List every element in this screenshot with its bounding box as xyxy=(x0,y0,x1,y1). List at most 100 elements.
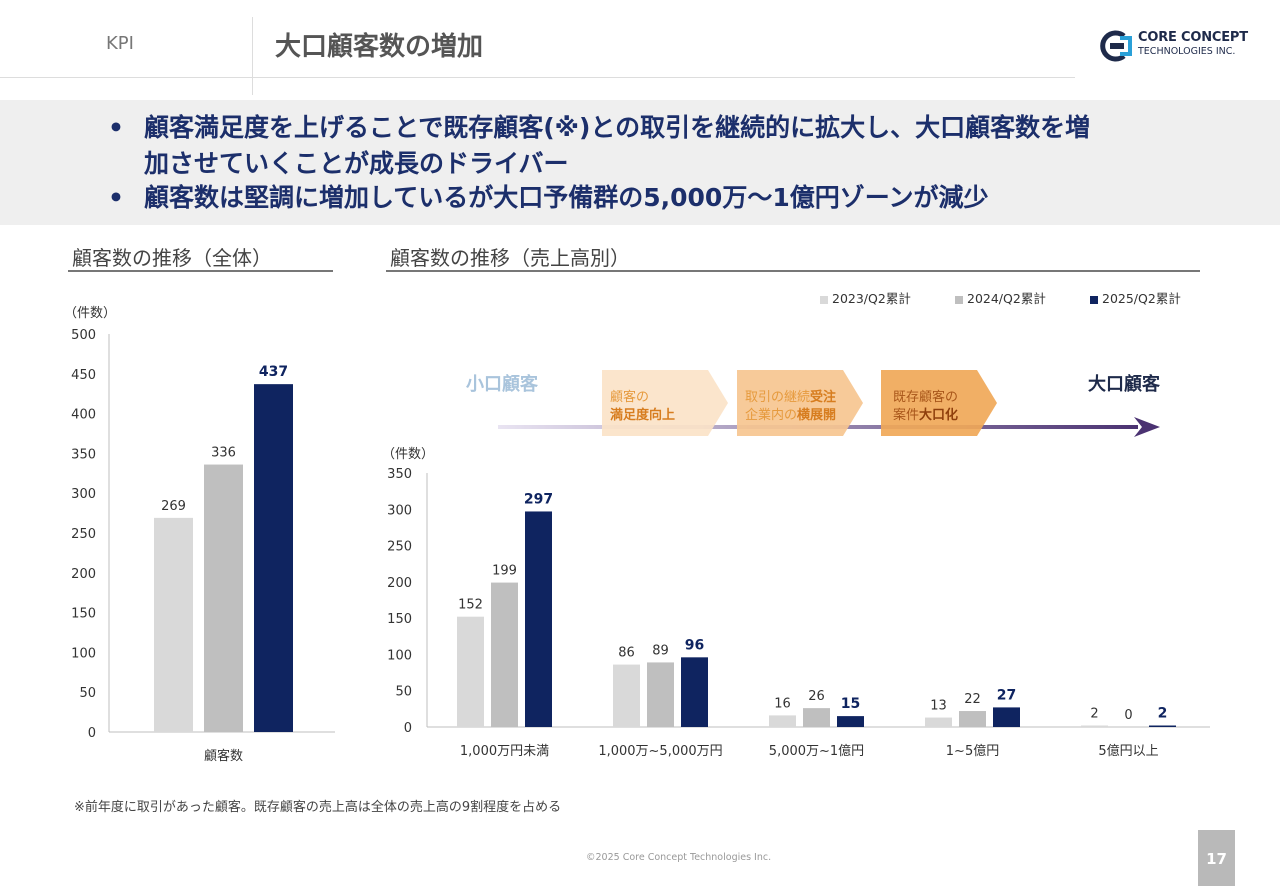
bullet-dot-icon: • xyxy=(108,183,124,212)
copyright: ©2025 Core Concept Technologies Inc. xyxy=(586,852,772,863)
bar-2 xyxy=(204,464,243,732)
section-label: KPI xyxy=(106,33,134,54)
bar-1 xyxy=(925,717,952,727)
step-2-line2a: 企業内の xyxy=(745,408,798,423)
data-label: 86 xyxy=(618,646,635,661)
data-label: 13 xyxy=(930,699,947,714)
data-label: 96 xyxy=(685,637,704,653)
data-label: 27 xyxy=(997,687,1016,703)
step-1-line1: 顧客の xyxy=(610,390,650,405)
legend-label: 2024/Q2累計 xyxy=(967,291,1046,306)
bullet-2-line1: 顧客数は堅調に増加しているが大口予備群の5,000万～1億円ゾーンが減少 xyxy=(144,183,989,212)
x-category-label: 5,000万~1億円 xyxy=(769,743,864,759)
header-underline xyxy=(0,77,1075,78)
logo-text-line1: CORE CONCEPT xyxy=(1138,30,1248,45)
x-category-label: 1,000万円未満 xyxy=(460,744,549,759)
bar-3 xyxy=(1149,725,1176,727)
left-section-title: 顧客数の推移（全体） xyxy=(72,246,272,270)
bar-1 xyxy=(769,715,796,727)
y-tick-label: 200 xyxy=(71,567,96,582)
y-tick-label: 350 xyxy=(387,467,412,482)
header-separator xyxy=(252,17,253,95)
page-number-box: 17 xyxy=(1198,830,1235,886)
right-section-title: 顧客数の推移（売上高別） xyxy=(390,246,630,270)
y-tick-label: 250 xyxy=(387,540,412,555)
y-axis-unit-label: （件数） xyxy=(64,306,116,321)
legend-item-2023: 2023/Q2累計 xyxy=(820,288,911,307)
bullet-1-line1: 顧客満足度を上げることで既存顧客(※)との取引を継続的に拡大し、大口顧客数を増 xyxy=(144,113,1091,142)
y-tick-label: 0 xyxy=(88,726,96,741)
bar-3 xyxy=(837,716,864,727)
large-customer-label: 大口顧客 xyxy=(1088,374,1160,395)
bar-2 xyxy=(647,662,674,727)
bar-3 xyxy=(993,707,1020,727)
y-tick-label: 200 xyxy=(387,576,412,591)
step-1-line2: 満足度向上 xyxy=(610,408,676,423)
x-category-label: 1,000万~5,000万円 xyxy=(598,744,722,759)
step-2-line2b: 横展開 xyxy=(797,408,837,423)
data-label: 199 xyxy=(492,564,517,579)
y-tick-label: 0 xyxy=(404,721,412,736)
summary-banner xyxy=(0,100,1280,225)
step-3-text: 既存顧客の 案件大口化 xyxy=(893,389,958,425)
bar-2 xyxy=(959,711,986,727)
data-label: 437 xyxy=(259,364,288,380)
step-2-text: 取引の継続受注 企業内の横展開 xyxy=(745,389,836,425)
step-1-text: 顧客の 満足度向上 xyxy=(610,389,675,425)
x-category-label: 1~5億円 xyxy=(946,743,999,759)
bar-1 xyxy=(154,517,193,732)
y-tick-label: 150 xyxy=(387,612,412,627)
data-label: 22 xyxy=(964,692,981,707)
data-label: 16 xyxy=(774,696,791,711)
bar-1 xyxy=(457,616,484,727)
legend-swatch xyxy=(820,295,828,304)
bullet-dot-icon: • xyxy=(108,113,124,142)
chevron-step-1 xyxy=(602,370,728,436)
step-2-line1b: 受注 xyxy=(810,390,837,405)
y-tick-label: 50 xyxy=(395,685,412,700)
legend-item-2024: 2024/Q2累計 xyxy=(955,288,1046,307)
data-label: 2 xyxy=(1090,707,1098,722)
data-label: 15 xyxy=(841,696,860,712)
y-tick-label: 450 xyxy=(71,368,96,383)
page-title: 大口顧客数の増加 xyxy=(275,32,484,62)
step-2-line1a: 取引の継続 xyxy=(745,390,811,405)
left-section-underline xyxy=(68,270,333,272)
y-tick-label: 250 xyxy=(71,527,96,542)
legend-swatch xyxy=(955,295,963,304)
bar-3 xyxy=(681,657,708,727)
bar-1 xyxy=(613,664,640,727)
bar-3 xyxy=(525,511,552,727)
y-tick-label: 50 xyxy=(79,686,96,701)
legend-item-2025: 2025/Q2累計 xyxy=(1090,288,1181,307)
chevron-step-2 xyxy=(737,370,863,436)
step-3-line2b: 大口化 xyxy=(919,408,959,423)
bullet-1-line2: 加させていくことが成長のドライバー xyxy=(144,149,569,178)
footnote: ※前年度に取引があった顧客。既存顧客の売上高は全体の売上高の9割程度を占める xyxy=(74,800,562,815)
y-tick-label: 100 xyxy=(387,648,412,663)
bar-2 xyxy=(491,582,518,727)
data-label: 152 xyxy=(458,598,483,613)
step-3-line1: 既存顧客の xyxy=(893,390,959,405)
y-tick-label: 350 xyxy=(71,447,96,462)
legend-swatch xyxy=(1090,295,1098,304)
logo-text-line2: TECHNOLOGIES INC. xyxy=(1138,46,1236,57)
data-label: 26 xyxy=(808,689,825,704)
chevron-step-3 xyxy=(881,370,997,436)
bar-2 xyxy=(803,708,830,727)
x-category-label: 顧客数 xyxy=(204,748,243,764)
bar-1 xyxy=(1081,725,1108,727)
y-tick-label: 100 xyxy=(71,646,96,661)
y-tick-label: 400 xyxy=(71,408,96,423)
y-tick-label: 300 xyxy=(71,487,96,502)
page-number: 17 xyxy=(1206,850,1227,868)
bar-3 xyxy=(254,384,293,732)
legend-label: 2025/Q2累計 xyxy=(1102,291,1181,306)
y-axis-unit-label: （件数） xyxy=(382,447,434,462)
small-customer-label: 小口顧客 xyxy=(466,374,538,395)
right-section-underline xyxy=(386,270,1200,272)
data-label: 336 xyxy=(211,446,236,461)
data-label: 0 xyxy=(1124,708,1132,723)
